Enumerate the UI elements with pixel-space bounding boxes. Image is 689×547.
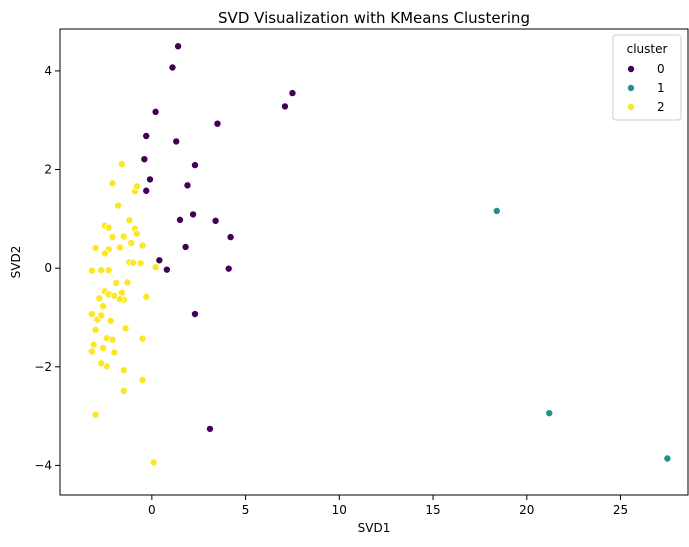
scatter-point-cluster-2 xyxy=(125,216,134,225)
scatter-point-cluster-2 xyxy=(129,258,138,267)
scatter-point-cluster-2 xyxy=(108,233,117,242)
scatter-point-cluster-1 xyxy=(545,409,554,418)
scatter-point-cluster-0 xyxy=(189,210,198,219)
chart-title: SVD Visualization with KMeans Clustering xyxy=(218,9,530,27)
scatter-point-cluster-2 xyxy=(121,324,130,333)
scatter-point-cluster-0 xyxy=(280,102,289,111)
scatter-point-cluster-2 xyxy=(119,366,128,375)
scatter-point-cluster-2 xyxy=(106,316,115,325)
scatter-point-cluster-2 xyxy=(97,266,106,275)
scatter-point-cluster-2 xyxy=(104,266,113,275)
x-tick-label: 25 xyxy=(613,503,628,517)
scatter-point-cluster-2 xyxy=(138,376,147,385)
scatter-point-cluster-2 xyxy=(89,340,98,349)
y-tick-label: −2 xyxy=(34,360,52,374)
y-axis: −4 −2 0 2 4 xyxy=(34,64,60,472)
scatter-point-cluster-0 xyxy=(151,107,160,116)
y-tick-label: 0 xyxy=(44,261,52,275)
scatter-point-cluster-2 xyxy=(110,291,119,300)
scatter-point-cluster-2 xyxy=(100,249,109,258)
scatter-points xyxy=(87,42,672,467)
plot-area xyxy=(60,29,688,495)
scatter-point-cluster-2 xyxy=(115,243,124,252)
x-tick-label: 10 xyxy=(332,503,347,517)
scatter-point-cluster-2 xyxy=(115,295,124,304)
y-tick-label: 4 xyxy=(44,64,52,78)
scatter-point-cluster-0 xyxy=(226,233,235,242)
scatter-point-cluster-0 xyxy=(205,424,214,433)
scatter-point-cluster-0 xyxy=(183,181,192,190)
scatter-point-cluster-2 xyxy=(99,344,108,353)
scatter-point-cluster-0 xyxy=(162,265,171,274)
scatter-point-cluster-2 xyxy=(104,223,113,232)
scatter-point-cluster-0 xyxy=(140,155,149,164)
x-axis: 0 5 10 15 20 25 xyxy=(148,495,628,517)
legend-title: cluster xyxy=(627,42,668,56)
x-tick-label: 5 xyxy=(242,503,250,517)
scatter-point-cluster-2 xyxy=(138,334,147,343)
scatter-point-cluster-2 xyxy=(99,302,108,311)
scatter-point-cluster-2 xyxy=(127,239,136,248)
scatter-point-cluster-2 xyxy=(108,335,117,344)
legend-marker xyxy=(627,84,636,93)
legend-marker xyxy=(627,103,636,112)
scatter-point-cluster-0 xyxy=(174,42,183,51)
scatter-point-cluster-2 xyxy=(114,201,123,210)
scatter-point-cluster-0 xyxy=(181,242,190,251)
x-tick-label: 15 xyxy=(425,503,440,517)
legend-marker xyxy=(627,65,636,74)
legend-label: 2 xyxy=(657,100,665,114)
scatter-point-cluster-1 xyxy=(663,454,672,463)
scatter-point-cluster-2 xyxy=(91,243,100,252)
scatter-point-cluster-0 xyxy=(175,215,184,224)
scatter-point-cluster-2 xyxy=(119,386,128,395)
scatter-point-cluster-2 xyxy=(110,348,119,357)
scatter-point-cluster-2 xyxy=(132,182,141,191)
scatter-point-cluster-2 xyxy=(132,229,141,238)
scatter-point-cluster-2 xyxy=(87,310,96,319)
scatter-point-cluster-0 xyxy=(224,264,233,273)
y-axis-label: SVD2 xyxy=(9,246,23,279)
scatter-point-cluster-0 xyxy=(172,137,181,146)
scatter-point-cluster-0 xyxy=(190,310,199,319)
x-tick-label: 0 xyxy=(148,503,156,517)
legend-label: 1 xyxy=(657,81,665,95)
scatter-point-cluster-0 xyxy=(145,175,154,184)
scatter-point-cluster-0 xyxy=(190,161,199,170)
plot-frame xyxy=(59,28,689,496)
scatter-point-cluster-2 xyxy=(142,292,151,301)
scatter-point-cluster-2 xyxy=(97,311,106,320)
scatter-point-cluster-2 xyxy=(87,266,96,275)
scatter-point-cluster-2 xyxy=(138,241,147,250)
legend: cluster 0 1 2 xyxy=(612,34,682,121)
scatter-point-cluster-0 xyxy=(211,216,220,225)
scatter-point-cluster-2 xyxy=(117,160,126,169)
scatter-point-cluster-0 xyxy=(142,186,151,195)
scatter-point-cluster-2 xyxy=(136,259,145,268)
scatter-point-cluster-0 xyxy=(168,63,177,72)
scatter-point-cluster-2 xyxy=(91,325,100,334)
x-axis-label: SVD1 xyxy=(358,521,391,535)
legend-label: 0 xyxy=(657,62,665,76)
y-tick-label: −4 xyxy=(34,458,52,472)
scatter-point-cluster-0 xyxy=(213,119,222,128)
scatter-point-cluster-2 xyxy=(151,263,160,272)
scatter-point-cluster-0 xyxy=(142,132,151,141)
scatter-point-cluster-0 xyxy=(288,89,297,98)
scatter-point-cluster-0 xyxy=(155,256,164,265)
scatter-point-cluster-2 xyxy=(149,458,158,467)
scatter-point-cluster-2 xyxy=(119,232,128,241)
legend-box xyxy=(612,34,682,121)
scatter-point-cluster-2 xyxy=(95,294,104,303)
x-tick-label: 20 xyxy=(519,503,534,517)
scatter-point-cluster-2 xyxy=(123,278,132,287)
scatter-point-cluster-2 xyxy=(112,278,121,287)
scatter-point-cluster-2 xyxy=(97,359,106,368)
scatter-point-cluster-2 xyxy=(108,179,117,188)
scatter-point-cluster-1 xyxy=(492,206,501,215)
scatter-point-cluster-2 xyxy=(87,347,96,356)
y-tick-label: 2 xyxy=(44,163,52,177)
scatter-point-cluster-2 xyxy=(91,410,100,419)
